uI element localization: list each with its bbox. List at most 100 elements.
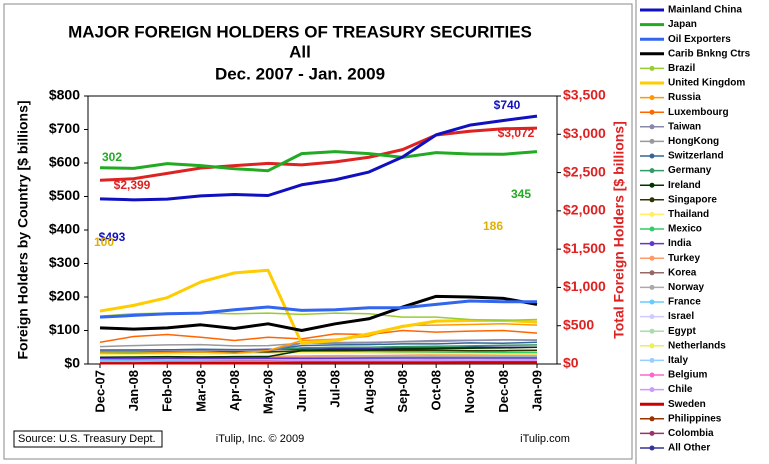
legend-marker: [649, 328, 655, 334]
y2-tick-label: $3,000: [563, 125, 606, 141]
series-line: [99, 150, 538, 173]
series-line: [99, 329, 538, 343]
legend-marker: [649, 241, 655, 247]
y2-tick-label: $500: [563, 316, 594, 332]
legend-label: Israel: [668, 311, 694, 322]
chart-subtitle: All: [289, 42, 311, 61]
legend-marker: [649, 65, 655, 71]
y-tick-label: $100: [49, 321, 80, 337]
legend-label: HongKong: [668, 136, 719, 147]
series-line: [99, 299, 537, 319]
y-tick-label: $600: [49, 154, 80, 170]
legend-marker: [649, 387, 655, 393]
legend-marker: [649, 226, 655, 232]
series-line: [99, 268, 538, 345]
x-tick-label: Feb-08: [160, 370, 175, 412]
annotation: $740: [494, 98, 521, 112]
series-line: [100, 359, 537, 363]
annotation: $493: [99, 230, 126, 244]
y-tick-label: $400: [49, 221, 80, 237]
legend-label: Oil Exporters: [668, 34, 731, 45]
y2-axis-label: Total Foreign Holders [$ billions]: [611, 121, 627, 339]
y-axis-label: Foreign Holders by Country [$ billions]: [15, 100, 31, 359]
legend-marker: [649, 284, 655, 290]
x-tick-label: Mar-08: [193, 370, 208, 412]
legend-marker: [649, 343, 655, 349]
x-tick-label: Aug-08: [361, 370, 376, 414]
legend-marker: [649, 211, 655, 217]
series-line: [99, 126, 538, 182]
x-tick-label: Apr-08: [227, 370, 242, 411]
legend-marker: [649, 372, 655, 378]
y-tick-label: $200: [49, 288, 80, 304]
x-tick-label: Sep-08: [395, 370, 410, 413]
legend-label: Colombia: [668, 428, 714, 439]
x-tick-label: Jan-08: [126, 370, 141, 411]
annotation: 100: [94, 235, 114, 249]
legend-label: All Other: [668, 443, 710, 454]
x-tick-label: Dec-08: [496, 370, 511, 413]
legend-label: Chile: [668, 384, 693, 395]
y2-tick-label: $1,500: [563, 240, 606, 256]
legend-label: France: [668, 297, 701, 308]
x-tick-label: Jun-08: [294, 370, 309, 412]
legend-marker: [649, 270, 655, 276]
series-line: [99, 346, 538, 359]
series-line: [99, 294, 538, 332]
annotation: $2,399: [114, 178, 151, 192]
x-tick-label: Oct-08: [429, 370, 444, 410]
legend-marker: [649, 138, 655, 144]
y2-tick-label: $2,000: [563, 202, 606, 218]
credit: iTulip, Inc. © 2009: [216, 433, 304, 445]
y-tick-label: $500: [49, 187, 80, 203]
legend-label: Russia: [668, 92, 701, 103]
legend-marker: [649, 445, 655, 451]
legend-label: Germany: [668, 165, 712, 176]
y-tick-label: $300: [49, 254, 80, 270]
legend-label: Carib Bnkng Ctrs: [668, 48, 751, 59]
y2-tick-label: $2,500: [563, 163, 606, 179]
legend-label: Philippines: [668, 413, 722, 424]
legend-label: Italy: [668, 355, 688, 366]
annotation: 302: [102, 150, 122, 164]
legend-label: Switzerland: [668, 151, 724, 162]
legend-marker: [649, 197, 655, 203]
site: iTulip.com: [520, 433, 570, 445]
legend-label: Norway: [668, 282, 705, 293]
legend-marker: [649, 299, 655, 305]
annotation: 345: [511, 187, 531, 201]
series-line: [99, 351, 537, 356]
chart-title: MAJOR FOREIGN HOLDERS OF TREASURY SECURI…: [68, 22, 532, 41]
legend-marker: [649, 255, 655, 261]
legend-marker: [649, 357, 655, 363]
legend-marker: [649, 95, 655, 101]
legend-label: Belgium: [668, 370, 708, 381]
y-tick-label: $800: [49, 87, 80, 103]
chart-period: Dec. 2007 - Jan. 2009: [215, 64, 385, 83]
legend-label: Thailand: [668, 209, 709, 220]
chart-frame: [3, 3, 633, 460]
y2-tick-label: $0: [563, 355, 579, 371]
legend-marker: [649, 124, 655, 130]
source: Source: U.S. Treasury Dept.: [18, 433, 156, 445]
legend-label: Turkey: [668, 253, 700, 264]
x-tick-label: May-08: [261, 370, 276, 414]
series-line: [99, 341, 538, 352]
legend-marker: [649, 168, 655, 174]
x-tick-label: Jan-09: [529, 370, 544, 411]
series-line: [99, 114, 538, 202]
y-tick-label: $0: [64, 355, 80, 371]
legend-label: Mexico: [668, 224, 702, 235]
legend-label: Sweden: [668, 399, 706, 410]
legend-label: Netherlands: [668, 340, 726, 351]
legend-label: Singapore: [668, 194, 717, 205]
annotation: $3,072: [498, 126, 535, 140]
legend-label: Egypt: [668, 326, 696, 337]
legend-marker: [649, 416, 655, 422]
legend-label: United Kingdom: [668, 78, 745, 89]
legend-marker: [649, 109, 655, 115]
legend-label: Taiwan: [668, 121, 701, 132]
legend-marker: [649, 153, 655, 159]
legend-label: Mainland China: [668, 5, 742, 16]
